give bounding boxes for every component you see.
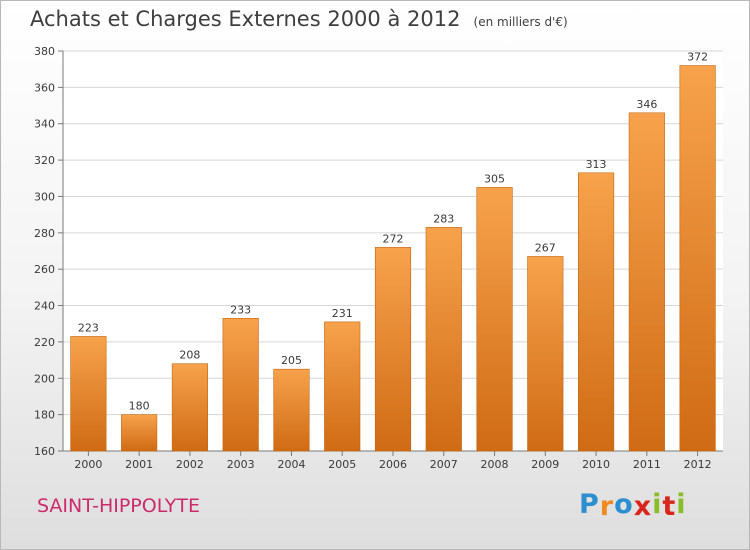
x-tick-label: 2008 (481, 458, 509, 471)
y-tick-label: 260 (34, 263, 55, 276)
data-label: 313 (586, 158, 607, 171)
data-label: 272 (383, 232, 404, 245)
y-tick-label: 240 (34, 300, 55, 313)
chart-subtitle: (en milliers d'€) (473, 15, 568, 29)
title-row: Achats et Charges Externes 2000 à 2012 (… (30, 7, 568, 31)
logo-letter: o (614, 489, 634, 520)
bar-2012 (679, 65, 716, 452)
bar-2009 (527, 256, 564, 452)
x-tick-label: 2010 (582, 458, 610, 471)
commune-name: SAINT-HIPPOLYTE (37, 495, 200, 517)
data-label: 283 (433, 212, 454, 225)
bar-2000 (70, 336, 107, 452)
x-tick-label: 2012 (684, 458, 712, 471)
data-label: 267 (535, 241, 556, 254)
y-tick-label: 320 (34, 154, 55, 167)
logo-letter: t (662, 491, 677, 522)
bar-2008 (476, 187, 513, 452)
bar-2003 (222, 317, 259, 452)
x-tick-label: 2004 (277, 458, 305, 471)
bar-2010 (578, 172, 615, 452)
y-tick-label: 220 (34, 336, 55, 349)
data-label: 305 (484, 172, 505, 185)
bar-2005 (324, 321, 361, 452)
x-tick-label: 2000 (74, 458, 102, 471)
proxiti-logo: Proxiti (579, 489, 687, 522)
logo-letter: x (633, 491, 653, 522)
logo-letter: P (579, 489, 600, 520)
data-label: 233 (230, 303, 251, 316)
y-tick-label: 340 (34, 118, 55, 131)
y-tick-label: 280 (34, 227, 55, 240)
y-tick-label: 360 (34, 81, 55, 94)
x-tick-label: 2009 (531, 458, 559, 471)
bar-2011 (628, 112, 665, 452)
bar-2007 (425, 227, 462, 452)
y-tick-label: 200 (34, 372, 55, 385)
data-label: 372 (687, 51, 708, 64)
y-tick-label: 180 (34, 409, 55, 422)
bar-2006 (374, 247, 412, 452)
bar-2001 (121, 414, 158, 452)
x-tick-label: 2003 (227, 458, 255, 471)
chart-title: Achats et Charges Externes 2000 à 2012 (30, 7, 461, 31)
bar-2002 (171, 363, 208, 452)
bar-2004 (273, 368, 310, 452)
x-tick-label: 2011 (633, 458, 661, 471)
data-label: 231 (332, 307, 353, 320)
x-tick-label: 2007 (430, 458, 458, 471)
logo-letter: r (599, 491, 615, 522)
data-label: 180 (129, 400, 150, 413)
logo-letter: i (652, 489, 663, 520)
x-tick-label: 2005 (328, 458, 356, 471)
data-label: 208 (179, 349, 200, 362)
y-tick-label: 160 (34, 445, 55, 458)
data-label: 205 (281, 354, 302, 367)
y-tick-label: 300 (34, 190, 55, 203)
y-tick-label: 380 (34, 45, 55, 58)
data-label: 223 (78, 321, 99, 334)
data-label: 346 (636, 98, 657, 111)
x-tick-label: 2006 (379, 458, 407, 471)
x-tick-label: 2001 (125, 458, 153, 471)
logo-letter: i (676, 489, 687, 520)
x-tick-label: 2002 (176, 458, 204, 471)
